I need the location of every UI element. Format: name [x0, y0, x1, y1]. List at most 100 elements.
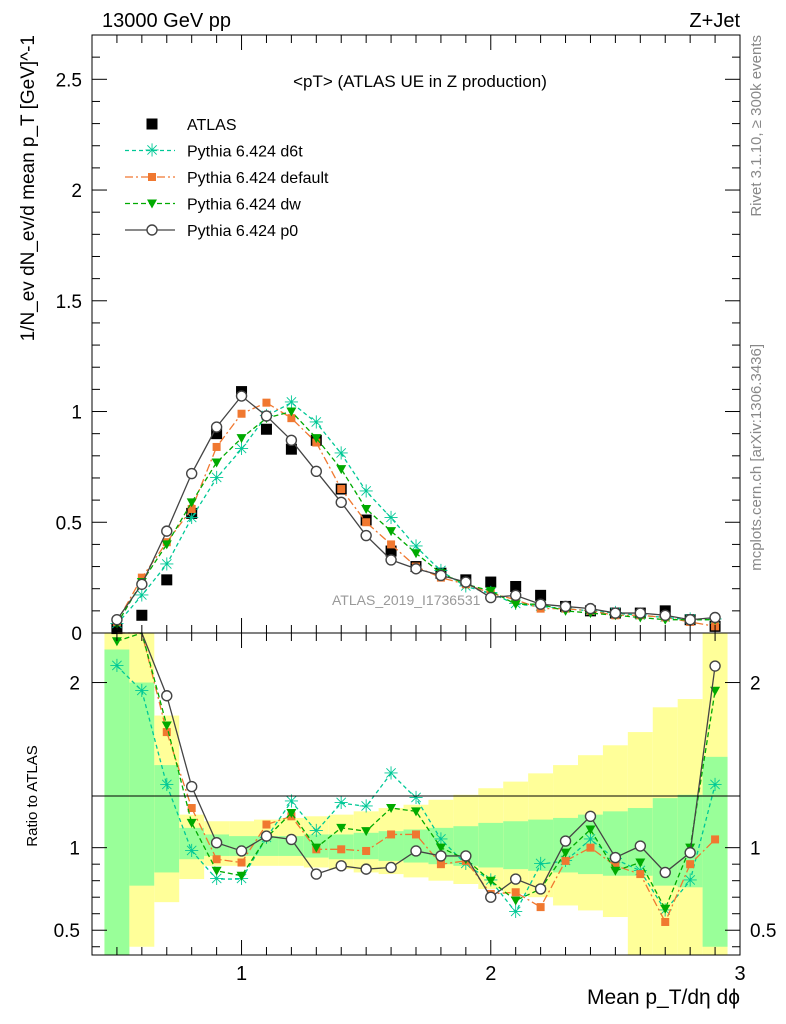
- data-point: [287, 414, 296, 423]
- data-point: ✳: [683, 871, 698, 892]
- data-point: [509, 873, 522, 885]
- data-point: [260, 423, 272, 435]
- data-point: [460, 576, 472, 588]
- data-point: [337, 485, 346, 494]
- data-point: ✳: [309, 821, 324, 842]
- data-point: [337, 845, 346, 854]
- data-point: [262, 398, 271, 407]
- data-point: [211, 458, 222, 468]
- data-point: ✳: [384, 508, 399, 529]
- x-tick-label: 1: [236, 963, 247, 985]
- band-inner: [677, 794, 703, 888]
- data-point: ✳: [284, 791, 299, 812]
- x-axis-label: Mean p_T/dη dϕ: [587, 986, 740, 1009]
- data-point: [534, 883, 547, 895]
- data-point: [435, 843, 446, 853]
- legend-marker: ✳: [144, 141, 159, 162]
- ratio-bands: [104, 633, 728, 955]
- data-point: [186, 818, 197, 828]
- data-point: [510, 896, 521, 906]
- data-point: [161, 574, 173, 586]
- data-point: [136, 609, 148, 621]
- legend-item: ✳ Pythia 6.424 d6t: [125, 141, 303, 162]
- data-point: ✳: [334, 444, 349, 465]
- data-point: [161, 540, 172, 550]
- data-point: [636, 870, 645, 879]
- data-point: [560, 848, 571, 858]
- data-point: [534, 598, 547, 610]
- data-point: ✳: [184, 841, 199, 862]
- data-point: [559, 835, 572, 847]
- data-point: [185, 780, 198, 793]
- data-point: [285, 434, 298, 447]
- band-inner: [702, 756, 728, 947]
- data-point: ✳: [708, 775, 723, 796]
- data-point: [236, 434, 247, 444]
- data-point: [161, 690, 173, 702]
- data-point: [137, 573, 146, 582]
- data-point: [485, 586, 496, 596]
- data-point: [634, 840, 647, 852]
- data-point: [237, 858, 246, 867]
- tick-labels: 0 0.5 1 1.5 2 2.5 0.5 0.5 1 1 2 2 1 2 3: [54, 70, 777, 985]
- data-point: [435, 850, 447, 862]
- data-point: [435, 569, 447, 582]
- series-pythia-6-424-p0: [116, 632, 721, 903]
- data-point: [161, 525, 173, 537]
- data-point: ✳: [309, 413, 324, 434]
- data-point: [386, 527, 397, 537]
- data-point: [210, 421, 223, 433]
- y-tick-label-right: 1: [750, 839, 761, 860]
- data-point: [485, 876, 496, 886]
- data-point: [684, 614, 696, 626]
- data-point: [285, 443, 297, 455]
- data-point: ✳: [159, 554, 174, 575]
- x-tick-label: 2: [485, 963, 496, 985]
- data-point: [709, 660, 721, 672]
- data-point: [211, 866, 222, 876]
- data-point: ✳: [408, 537, 423, 558]
- legend-marker: [146, 118, 158, 130]
- data-point: [285, 833, 298, 846]
- data-point: ✳: [159, 775, 174, 796]
- data-point: [387, 830, 396, 839]
- data-point: [311, 434, 322, 444]
- data-point: [360, 529, 372, 542]
- data-point: [335, 496, 347, 509]
- data-point: [310, 868, 323, 880]
- rivet-version-text: Rivet 3.1.10, ≥ 300k events: [748, 35, 765, 217]
- data-point: [311, 843, 322, 853]
- data-point: [584, 602, 597, 615]
- data-point: [186, 507, 198, 519]
- band-inner: [179, 827, 205, 860]
- data-point: [361, 827, 372, 837]
- data-point: [411, 807, 421, 817]
- y-tick-label: 2.5: [56, 70, 82, 91]
- data-point: [235, 390, 248, 402]
- data-point: [711, 835, 720, 844]
- analysis-watermark: ATLAS_2019_I1736531: [332, 592, 481, 608]
- y-tick-label: 1: [69, 839, 80, 860]
- data-point: [211, 428, 223, 440]
- band-inner: [154, 765, 180, 873]
- data-point: [310, 465, 323, 478]
- data-point: [609, 851, 622, 864]
- data-point: [686, 860, 695, 869]
- data-point: [684, 846, 696, 859]
- data-point: [485, 576, 497, 588]
- header-right: Z+Jet: [689, 10, 740, 32]
- legend-label: Pythia 6.424 dw: [187, 197, 301, 214]
- y-tick-label: 1: [71, 403, 82, 424]
- band-inner: [353, 832, 379, 860]
- data-point: [586, 843, 595, 852]
- y-tick-label: 1.5: [56, 292, 82, 313]
- data-point: [161, 721, 172, 731]
- data-point: [585, 825, 596, 835]
- data-point: [485, 891, 497, 903]
- data-point: [386, 804, 397, 814]
- data-point: ✳: [334, 793, 349, 814]
- data-point: [410, 845, 422, 857]
- data-point: ✳: [384, 763, 399, 784]
- data-point: [536, 903, 545, 912]
- data-point: [335, 860, 347, 872]
